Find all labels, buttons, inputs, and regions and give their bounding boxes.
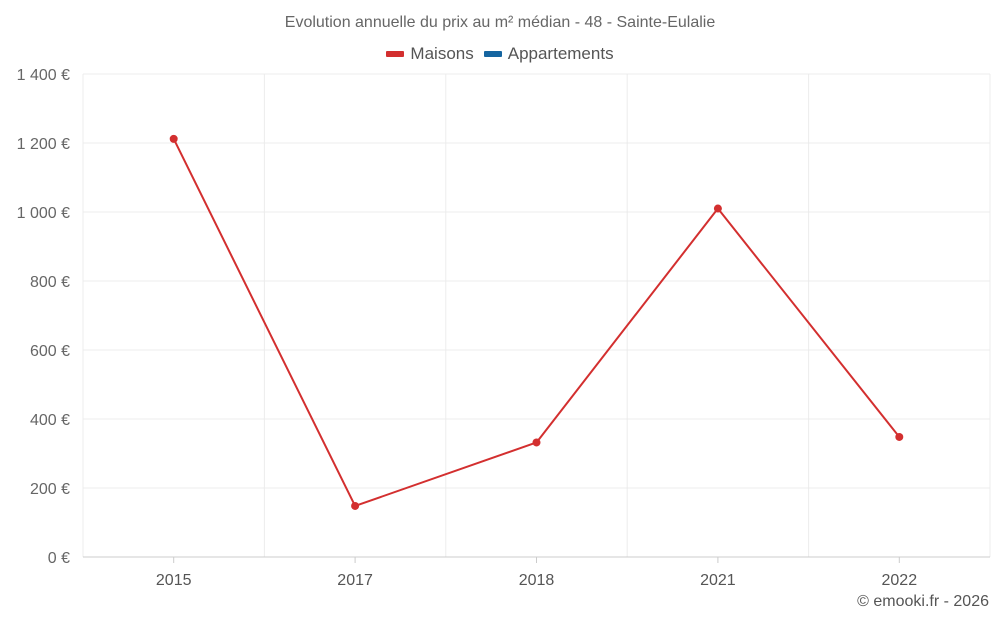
y-tick-label: 600 € <box>30 343 70 360</box>
chart-title: Evolution annuelle du prix au m² médian … <box>284 14 716 31</box>
data-point-maisons <box>713 204 722 213</box>
credit-text: © emooki.fr - 2026 <box>857 593 989 610</box>
x-tick-label: 2022 <box>882 572 918 589</box>
legend-label-appartements: Appartements <box>507 44 614 63</box>
legend-item-appartements[interactable]: Appartements <box>483 44 614 64</box>
data-point-maisons <box>351 501 360 510</box>
legend-label-maisons: Maisons <box>410 44 474 63</box>
data-point-maisons <box>532 438 541 447</box>
data-point-maisons <box>895 432 904 441</box>
series-line-maisons <box>172 138 901 507</box>
y-tick-label: 1 200 € <box>17 136 70 153</box>
x-tick-label: 2018 <box>519 572 555 589</box>
x-tick-label: 2015 <box>156 572 192 589</box>
legend-swatch-appartements <box>483 51 502 57</box>
y-tick-label: 400 € <box>30 412 70 429</box>
y-tick-label: 0 € <box>48 550 70 567</box>
y-tick-label: 1 000 € <box>17 205 70 222</box>
legend: Maisons Appartements <box>0 44 1000 64</box>
x-tick-label: 2017 <box>337 572 373 589</box>
y-tick-label: 1 400 € <box>17 67 70 84</box>
y-tick-label: 200 € <box>30 481 70 498</box>
x-tick-label: 2021 <box>700 572 736 589</box>
data-point-maisons <box>169 134 178 143</box>
legend-swatch-maisons <box>386 51 405 57</box>
legend-item-maisons[interactable]: Maisons <box>386 44 474 64</box>
y-tick-label: 800 € <box>30 274 70 291</box>
